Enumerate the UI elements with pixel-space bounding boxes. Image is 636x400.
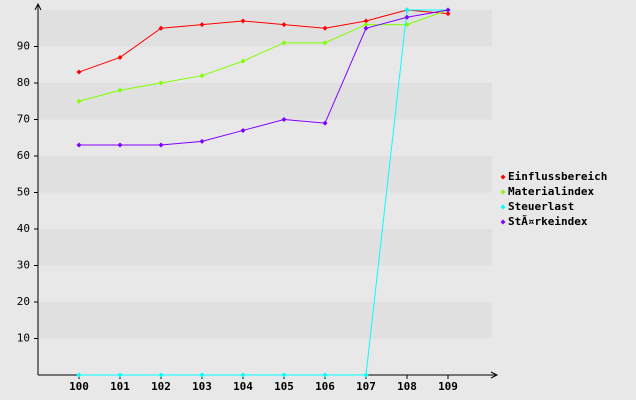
data-point (240, 372, 246, 378)
y-tick-label: 40 (17, 222, 30, 235)
data-point (363, 22, 369, 28)
x-tick-label: 102 (151, 380, 171, 393)
series-line (78, 9, 449, 73)
grid-band (38, 302, 492, 339)
legend-label: Steuerlast (508, 200, 574, 213)
x-tick-label: 100 (69, 380, 89, 393)
y-tick-label: 20 (17, 295, 30, 308)
legend-label: Materialindex (508, 185, 594, 198)
legend-label: Einflussbereich (508, 170, 607, 183)
y-axis-arrow (34, 2, 42, 11)
grid-band (38, 192, 492, 229)
data-point (117, 87, 123, 93)
data-point (281, 117, 287, 122)
data-point (199, 73, 205, 79)
y-tick-label: 10 (17, 332, 30, 345)
grid-band (38, 83, 492, 120)
grid-band (38, 10, 492, 47)
data-point (240, 127, 246, 133)
data-point (363, 25, 369, 31)
y-tick-label: 60 (17, 149, 30, 162)
data-point (76, 372, 82, 378)
x-tick-label: 109 (438, 380, 458, 393)
y-tick-label: 90 (17, 40, 30, 53)
data-point (240, 18, 246, 24)
data-point (76, 98, 82, 104)
grid-band (38, 338, 492, 375)
data-point (404, 14, 410, 20)
data-point (158, 372, 164, 378)
legend-marker (500, 219, 506, 225)
grid-band (38, 119, 492, 156)
x-tick-label: 106 (315, 380, 335, 393)
x-tick-label: 104 (233, 380, 253, 393)
data-point (117, 54, 123, 60)
y-tick-label: 30 (17, 259, 30, 272)
data-point (281, 22, 287, 28)
grid-band (38, 156, 492, 193)
data-point (404, 7, 410, 13)
data-point (322, 120, 328, 126)
data-point (322, 372, 328, 378)
y-tick-label: 80 (17, 76, 30, 89)
data-point (281, 40, 287, 46)
data-point (322, 25, 328, 31)
y-tick-label: 70 (17, 113, 30, 126)
grid-band (38, 229, 492, 266)
data-point (363, 18, 369, 24)
x-axis-arrow (490, 371, 499, 379)
x-tick-label: 105 (274, 380, 294, 393)
data-point (199, 138, 205, 144)
legend-marker (500, 174, 506, 180)
data-point (158, 142, 164, 148)
data-point (158, 80, 164, 86)
x-tick-label: 108 (397, 380, 417, 393)
y-tick-label: 50 (17, 186, 30, 199)
data-point (199, 372, 205, 378)
data-point (76, 69, 82, 75)
series-line (79, 9, 448, 376)
x-tick-label: 101 (110, 380, 130, 393)
x-tick-label: 103 (192, 380, 212, 393)
data-point (445, 11, 451, 17)
data-point (199, 22, 205, 28)
data-point (322, 40, 328, 46)
x-tick-label: 107 (356, 380, 376, 393)
legend-label: StÃ¤rkeindex (508, 215, 588, 228)
series-line (79, 9, 449, 146)
data-point (363, 372, 369, 378)
data-point (445, 7, 451, 13)
data-point (117, 142, 123, 148)
data-point (281, 372, 287, 378)
series-line (78, 9, 449, 102)
grid-band (38, 265, 492, 302)
data-point (117, 372, 123, 378)
grid-band (38, 46, 492, 83)
legend-marker (500, 189, 506, 195)
data-point (158, 25, 164, 31)
legend-marker (500, 204, 506, 210)
data-point (240, 58, 246, 64)
data-point (76, 142, 82, 148)
